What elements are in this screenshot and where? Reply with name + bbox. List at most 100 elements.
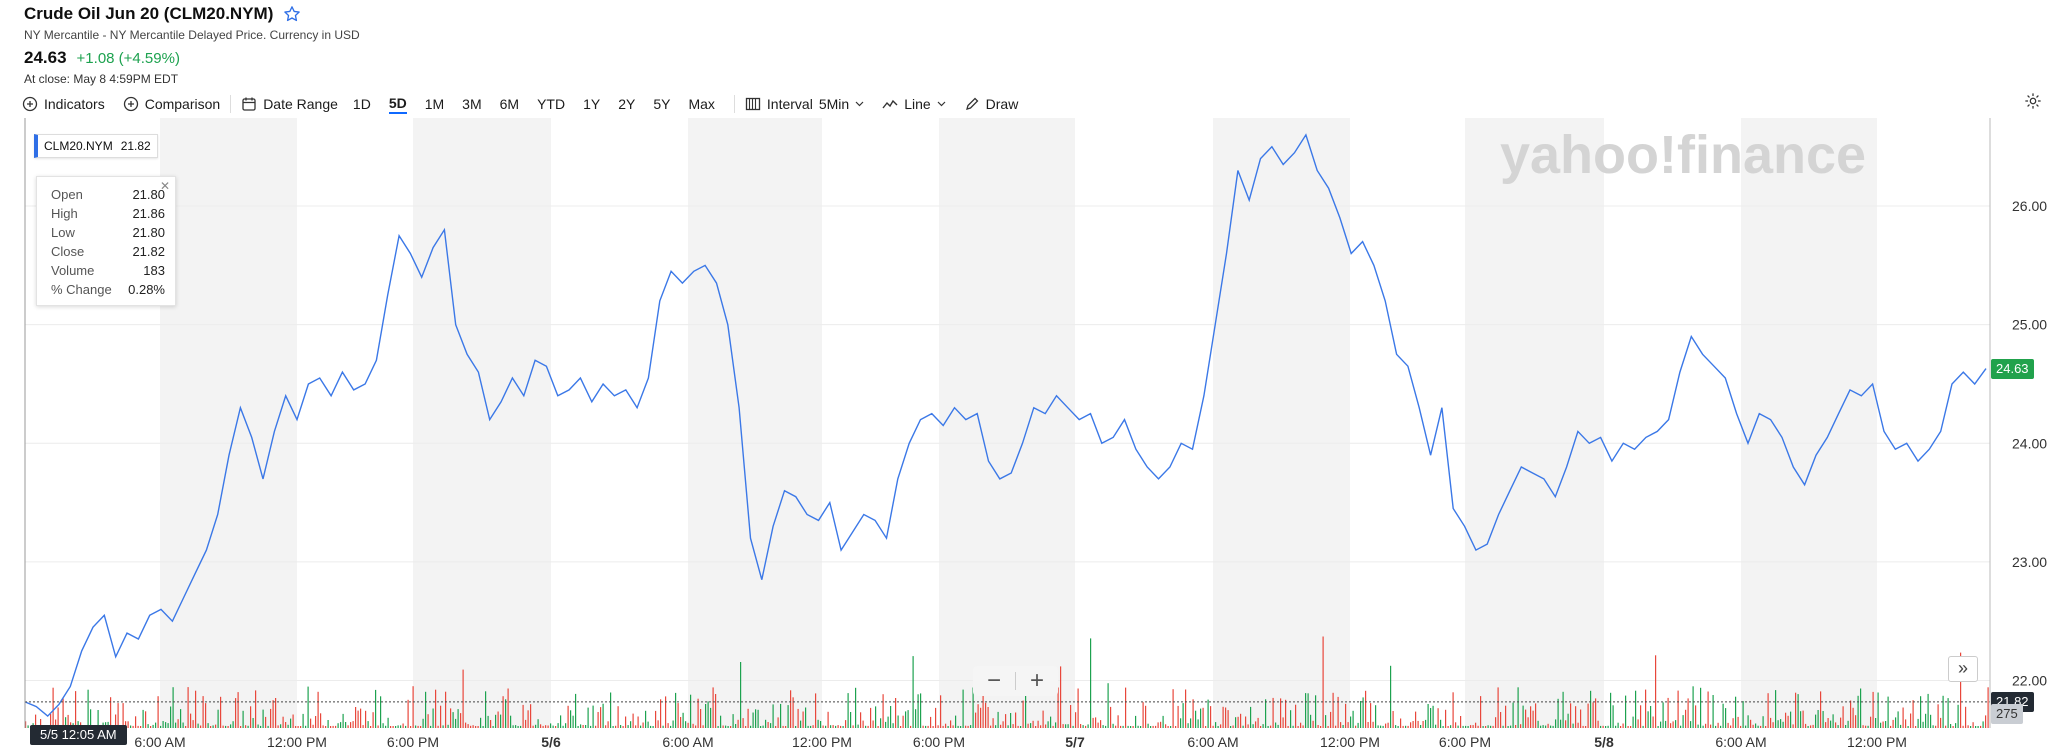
volume-bar	[57, 707, 59, 728]
volume-bar	[610, 692, 612, 728]
volume-bar	[397, 725, 399, 728]
volume-bar	[1742, 701, 1744, 728]
volume-bar	[522, 704, 524, 728]
volume-bar	[152, 724, 154, 728]
volume-bar	[705, 704, 707, 728]
volume-bar	[1982, 721, 1984, 728]
volume-bar	[1660, 721, 1662, 728]
volume-bar	[127, 721, 129, 728]
interval-dropdown[interactable]: Interval 5Min	[745, 96, 864, 112]
volume-bar	[145, 711, 147, 728]
volume-bar	[1330, 711, 1332, 728]
volume-bar	[130, 725, 132, 728]
volume-bar	[1077, 688, 1079, 728]
volume-bar	[630, 721, 632, 728]
range-max[interactable]: Max	[688, 96, 715, 112]
volume-bar	[345, 722, 347, 728]
volume-bar	[1917, 718, 1919, 728]
chevron-down-icon	[855, 101, 864, 107]
zoom-out-button[interactable]: −	[986, 667, 1001, 694]
volume-bar	[915, 709, 917, 728]
volume-bar	[1915, 726, 1917, 728]
volume-bar	[562, 725, 564, 728]
volume-bar	[285, 722, 287, 728]
volume-bar	[1685, 709, 1687, 728]
volume-bar	[240, 726, 242, 728]
volume-bar	[807, 725, 809, 728]
volume-bar	[1747, 715, 1749, 728]
volume-bar	[1100, 720, 1102, 728]
volume-bar	[1207, 699, 1209, 728]
volume-bar	[292, 714, 294, 728]
volume-bar	[1637, 719, 1639, 728]
volume-bar	[1512, 702, 1514, 728]
volume-bar	[1345, 703, 1347, 728]
range-1y[interactable]: 1Y	[583, 96, 601, 112]
volume-bar	[935, 707, 937, 728]
volume-bar	[1887, 696, 1889, 728]
draw-label: Draw	[985, 96, 1019, 112]
volume-bar	[817, 719, 819, 728]
volume-bar	[342, 713, 344, 728]
volume-bar	[1765, 726, 1767, 728]
volume-bar	[1290, 710, 1292, 728]
expand-chart-button[interactable]: »	[1948, 656, 1978, 682]
volume-bar	[1605, 726, 1607, 728]
chart-type-dropdown[interactable]: Line	[882, 96, 946, 112]
indicators-button[interactable]: Indicators	[22, 96, 105, 112]
price-chart[interactable]: yahoo!finance 22.0023.0024.0025.0026.00 …	[0, 118, 2048, 752]
volume-bar	[652, 726, 654, 728]
volume-bar	[767, 722, 769, 728]
volume-bar	[1462, 725, 1464, 728]
volume-bar	[50, 713, 52, 728]
star-icon[interactable]	[283, 5, 301, 23]
volume-bar	[527, 710, 529, 728]
volume-bar	[1727, 722, 1729, 728]
volume-bar	[1717, 722, 1719, 728]
volume-bar	[1210, 706, 1212, 728]
volume-bar	[732, 714, 734, 728]
volume-bar	[1810, 725, 1812, 728]
volume-bar	[675, 692, 677, 728]
volume-bar	[1757, 725, 1759, 728]
volume-bar	[1437, 708, 1439, 728]
volume-bar	[1912, 700, 1914, 728]
range-3m[interactable]: 3M	[462, 96, 482, 112]
range-5y[interactable]: 5Y	[653, 96, 671, 112]
volume-bar	[412, 686, 414, 728]
range-ytd[interactable]: YTD	[537, 96, 566, 112]
volume-bar	[517, 726, 519, 728]
date-range-button[interactable]: Date Range	[241, 96, 338, 112]
volume-bar	[1830, 720, 1832, 728]
volume-bar	[657, 720, 659, 728]
volume-bar	[392, 726, 394, 728]
comparison-button[interactable]: Comparison	[123, 96, 220, 112]
range-5d[interactable]: 5D	[388, 95, 407, 114]
volume-bar	[855, 687, 857, 728]
volume-bar	[1785, 712, 1787, 728]
volume-bar	[535, 724, 537, 728]
range-2y[interactable]: 2Y	[618, 96, 636, 112]
draw-button[interactable]: Draw	[964, 96, 1019, 112]
volume-bar	[1067, 724, 1069, 728]
volume-bar	[1305, 693, 1307, 728]
volume-bar	[380, 696, 382, 728]
close-icon[interactable]: ✕	[159, 179, 170, 193]
volume-bar	[435, 689, 437, 728]
range-1d[interactable]: 1D	[352, 96, 371, 112]
gear-icon[interactable]	[2024, 92, 2042, 110]
volume-bar	[1350, 716, 1352, 728]
volume-bar	[255, 690, 257, 728]
volume-bar	[792, 697, 794, 728]
volume-bar	[1817, 710, 1819, 728]
volume-bar	[1120, 725, 1122, 728]
ohlc-label: High	[51, 206, 78, 221]
volume-bar	[587, 707, 589, 728]
volume-bar	[1805, 723, 1807, 728]
zoom-in-button[interactable]: +	[1029, 667, 1044, 694]
range-1m[interactable]: 1M	[424, 96, 445, 112]
session-band	[413, 118, 551, 728]
range-6m[interactable]: 6M	[499, 96, 520, 112]
volume-bar	[1745, 725, 1747, 728]
volume-bar	[1107, 683, 1109, 728]
